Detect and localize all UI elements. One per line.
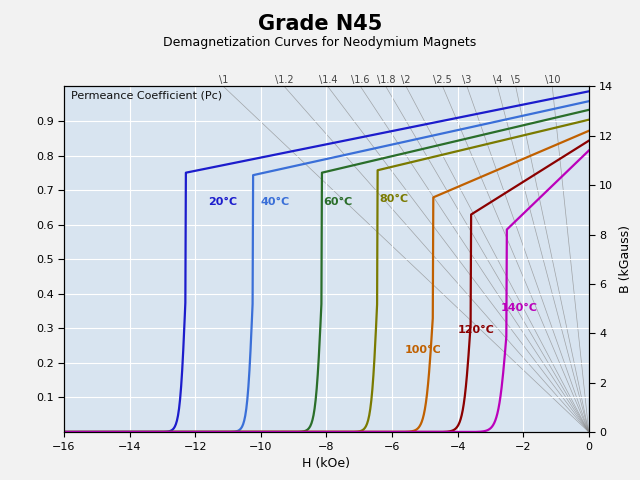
Text: \1.2: \1.2 (275, 75, 294, 85)
Text: \3: \3 (462, 75, 472, 85)
Text: Grade N45: Grade N45 (258, 14, 382, 35)
Text: \2: \2 (401, 75, 411, 85)
Text: \10: \10 (545, 75, 560, 85)
Text: 140°C: 140°C (500, 303, 537, 313)
Text: \2.5: \2.5 (433, 75, 452, 85)
Text: 80°C: 80°C (379, 194, 408, 204)
Text: \1.4: \1.4 (319, 75, 337, 85)
Text: 100°C: 100°C (405, 345, 442, 355)
Text: \1.6: \1.6 (351, 75, 370, 85)
Text: \1: \1 (219, 75, 228, 85)
Text: \4: \4 (493, 75, 502, 85)
X-axis label: H (kOe): H (kOe) (302, 457, 351, 470)
Text: \5: \5 (511, 75, 520, 85)
Text: 60°C: 60°C (323, 197, 353, 207)
Text: 20°C: 20°C (209, 197, 237, 207)
Y-axis label: B (kGauss): B (kGauss) (619, 225, 632, 293)
Text: 40°C: 40°C (261, 197, 290, 207)
Text: \1.8: \1.8 (376, 75, 395, 85)
Text: 120°C: 120°C (458, 325, 495, 335)
Text: Permeance Coefficient (Pc): Permeance Coefficient (Pc) (70, 90, 221, 100)
Text: Demagnetization Curves for Neodymium Magnets: Demagnetization Curves for Neodymium Mag… (163, 36, 477, 49)
